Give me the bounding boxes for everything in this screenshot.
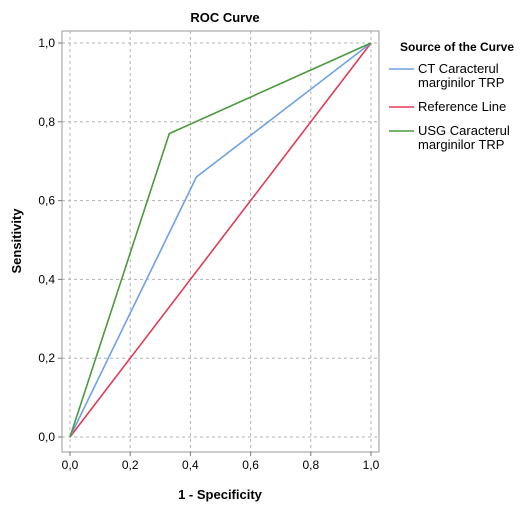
series-line-ct-caracterul-marginilor-trp [69,42,372,438]
series-line-usg-caracterul-marginilor-trp [69,42,372,438]
y-tick-label: 0,8 [38,115,55,129]
x-tick-label: 0,8 [302,458,319,472]
legend-entry-label: USG Caracterul [418,123,510,138]
x-axis-ticks: 0,0 0,2 0,4 0,6 0,8 1,0 [62,452,380,472]
legend-entry-label: marginilor TRP [418,137,504,152]
legend: Source of the Curve CT Caracterulmargini… [389,40,514,152]
x-tick-label: 0,4 [182,458,199,472]
x-axis-title: 1 - Specificity [178,487,263,502]
legend-entry-label: Reference Line [418,99,506,114]
grid [62,31,379,452]
plot-area [61,30,380,453]
y-tick-label: 0,4 [38,272,55,286]
y-tick-label: 0,6 [38,194,55,208]
x-tick-label: 0,0 [62,458,79,472]
x-tick-label: 0,2 [122,458,139,472]
series-layer [69,42,372,438]
legend-entry-label: CT Caracterul [418,61,499,76]
legend-entry-label: marginilor TRP [418,75,504,90]
x-tick-label: 0,6 [242,458,259,472]
y-axis-ticks: 0,0 0,2 0,4 0,6 0,8 1,0 [38,36,62,444]
y-tick-label: 0,2 [38,351,55,365]
series-line-reference-line [69,42,372,438]
x-tick-label: 1,0 [363,458,380,472]
legend-title: Source of the Curve [400,40,514,54]
y-axis-title: Sensitivity [9,208,24,274]
chart-title: ROC Curve [190,10,259,25]
y-tick-label: 0,0 [38,430,55,444]
y-tick-label: 1,0 [38,36,55,50]
